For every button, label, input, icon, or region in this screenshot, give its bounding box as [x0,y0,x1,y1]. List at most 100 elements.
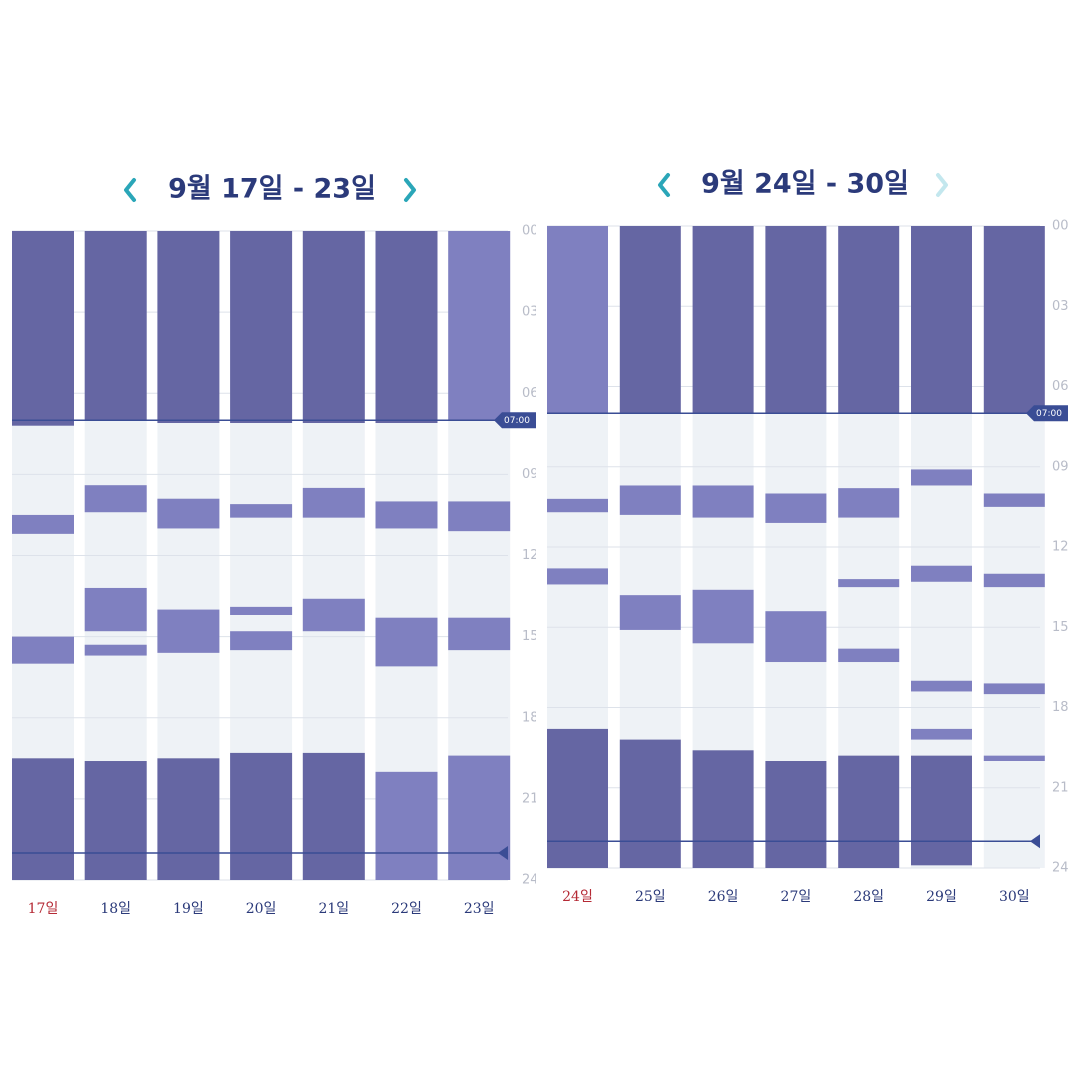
sleep-bar [692,485,754,518]
sleep-bar [230,631,293,651]
sleep-bar [84,231,147,421]
sleep-bar [302,487,365,518]
y-tick-label: 03 [1052,299,1069,314]
sleep-bar [765,226,827,414]
day-label: 17일 [28,901,59,917]
day-label: 30일 [999,889,1030,905]
sleep-bar [983,683,1045,695]
y-tick-label: 18 [522,710,539,725]
day-label: 25일 [635,889,666,905]
sleep-bar [302,598,365,632]
week-title: 9월 24일 - 30일 [701,169,909,200]
sleep-bar [983,226,1045,414]
y-tick-label: 00 [1052,219,1069,234]
y-tick-label: 06 [522,386,539,401]
next-week-arrow[interactable] [404,178,416,202]
sleep-bar [84,485,147,513]
y-tick-label: 03 [522,305,539,320]
sleep-bar [84,644,147,656]
y-tick-label: 24 [522,873,539,888]
sleep-bar [375,617,438,667]
sleep-bar [911,728,972,740]
sleep-bar [230,752,293,880]
sleep-bar [12,514,74,534]
y-tick-label: 00 [522,224,539,239]
day-label: 27일 [781,889,812,905]
sleep-bar [230,231,293,423]
sleep-bar [375,771,438,880]
sleep-bar [375,501,438,529]
sleep-bar [765,493,827,523]
sleep-bar [157,498,220,529]
sleep-bar [448,617,511,651]
sleep-bar [911,469,972,486]
sleep-bar [692,750,754,868]
y-tick-label: 21 [522,791,539,806]
sleep-bar [448,755,511,880]
day-label: 19일 [173,901,204,917]
sleep-bar [838,648,900,663]
week-chart: 00 03 06 09 12 15 18 21 24 07:00 [547,219,1069,876]
sleep-bar [12,231,74,426]
sleep-bar [375,231,438,423]
day-label: 29일 [926,889,957,905]
time-marker-label: 07:00 [1036,409,1062,419]
day-label: 18일 [100,901,131,917]
sleep-bar [547,498,608,513]
sleep-bar [911,565,972,582]
sleep-bar [230,504,293,518]
sleep-bar [547,226,608,414]
sleep-bar [230,606,293,615]
week-title: 9월 17일 - 23일 [168,174,376,205]
time-marker-label: 07:00 [504,416,530,426]
sleep-bar [619,595,681,630]
sleep-bar [448,501,511,532]
sleep-bar [838,755,900,868]
sleep-bar [692,226,754,414]
week-chart: 00 03 06 09 12 15 18 21 24 07:00 [12,224,539,888]
next-week-arrow[interactable] [936,173,948,197]
sleep-bar [838,579,900,588]
sleep-bar [157,609,220,653]
day-label: 28일 [853,889,884,905]
y-tick-label: 06 [1052,379,1069,394]
sleep-bar [838,488,900,518]
y-tick-label: 15 [1052,620,1069,635]
time-marker-badge [494,412,536,429]
y-tick-label: 12 [522,548,539,563]
time-marker-badge [1026,405,1068,422]
sleep-bar [765,611,827,663]
sleep-bar [448,231,511,421]
sleep-bar [911,755,972,866]
y-tick-label: 09 [1052,459,1069,474]
y-tick-label: 21 [1052,780,1069,795]
sleep-bar [983,755,1045,761]
day-label: 24일 [562,889,593,905]
y-tick-label: 24 [1052,861,1069,876]
sleep-bar [157,758,220,880]
sleep-bar [765,761,827,868]
sleep-bar [12,636,74,664]
sleep-bar [547,728,608,868]
sleep-bar [302,231,365,423]
sleep-bar [692,589,754,644]
sleep-bar [838,226,900,414]
y-tick-label: 15 [522,629,539,644]
day-label: 21일 [318,901,349,917]
sleep-bar [619,739,681,868]
y-tick-label: 18 [1052,700,1069,715]
sleep-bar [84,587,147,632]
sleep-bar [547,568,608,585]
day-label: 22일 [391,901,422,917]
prev-week-arrow[interactable] [124,178,136,202]
sleep-bar [911,226,972,414]
sleep-bar [619,226,681,414]
sleep-bar [84,761,147,880]
y-tick-label: 12 [1052,540,1069,555]
day-label: 20일 [246,901,277,917]
sleep-bar [157,231,220,423]
time-marker-pin [498,845,508,860]
prev-week-arrow[interactable] [658,173,670,197]
sleep-bar [619,485,681,515]
